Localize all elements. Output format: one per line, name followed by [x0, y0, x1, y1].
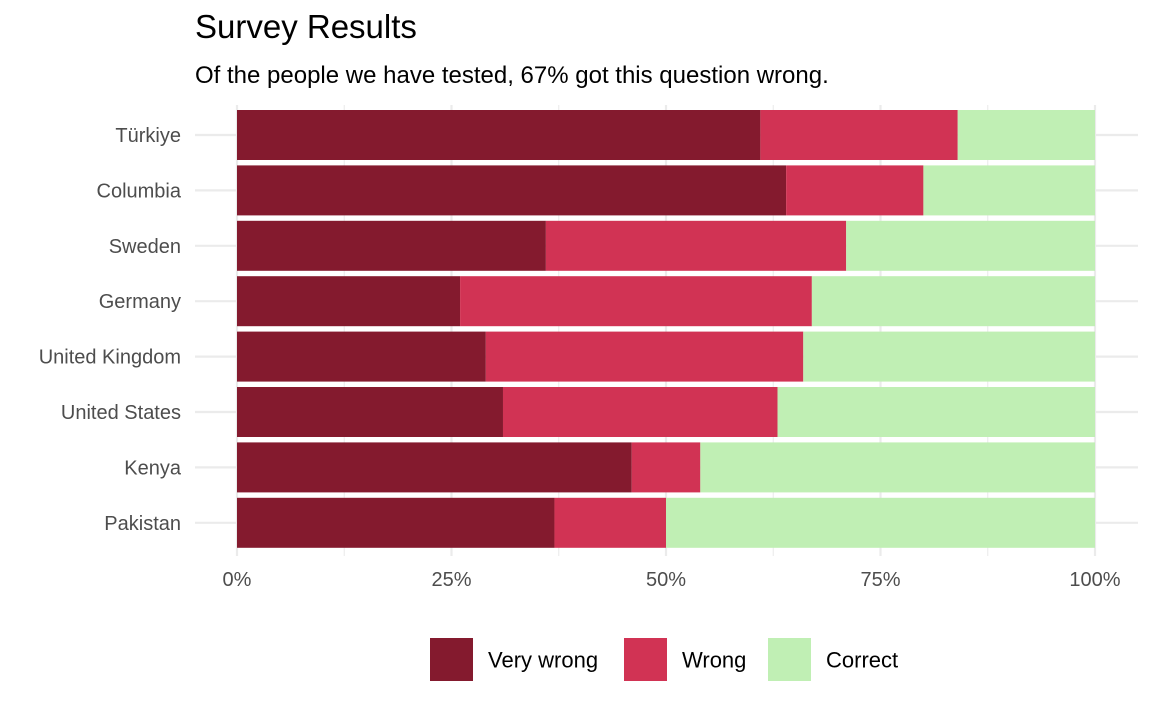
bar-correct [923, 165, 1095, 216]
bar-wrong [760, 110, 958, 160]
bar-wrong [786, 165, 924, 216]
bar-very-wrong [237, 497, 555, 548]
bar-correct [666, 497, 1095, 548]
legend-key-wrong [624, 638, 667, 681]
x-tick-label: 25% [431, 569, 471, 591]
bar-very-wrong [237, 331, 486, 382]
bar-correct [700, 442, 1095, 493]
bar-very-wrong [237, 387, 503, 437]
y-tick-label: Türkiye [115, 125, 181, 147]
x-tick-label: 100% [1069, 569, 1120, 591]
bar-wrong [554, 497, 666, 548]
bar-correct [846, 220, 1095, 271]
bar-wrong [460, 276, 812, 327]
bar-very-wrong [237, 442, 632, 493]
bar-correct [803, 331, 1095, 382]
legend-label-correct: Correct [826, 648, 898, 673]
bar-correct [777, 387, 1095, 437]
y-tick-label: Columbia [97, 180, 182, 202]
bar-correct [957, 110, 1095, 160]
bar-wrong [545, 220, 847, 271]
bar-wrong [631, 442, 701, 493]
x-tick-label: 75% [860, 569, 900, 591]
y-tick-label: Kenya [124, 457, 182, 479]
bar-very-wrong [237, 110, 761, 160]
bar-correct [811, 276, 1095, 327]
legend: Very wrong Wrong Correct [430, 638, 898, 681]
x-tick-label: 50% [646, 569, 686, 591]
y-tick-label: United Kingdom [39, 347, 181, 369]
bars-layer [237, 110, 1095, 548]
bar-very-wrong [237, 276, 461, 327]
y-tick-label: Germany [99, 291, 181, 313]
x-axis-labels: 0% 25% 50% 75% 100% [223, 569, 1121, 591]
bar-very-wrong [237, 220, 546, 271]
x-tick-label: 0% [223, 569, 252, 591]
bar-very-wrong [237, 165, 787, 216]
y-axis-labels: Türkiye Columbia Sweden Germany United Kingd… [39, 125, 182, 535]
y-tick-label: United States [61, 402, 181, 424]
bar-wrong [485, 331, 804, 382]
legend-label-wrong: Wrong [682, 648, 746, 673]
chart-title: Survey Results [195, 8, 417, 45]
y-tick-label: Pakistan [104, 513, 181, 535]
legend-label-very-wrong: Very wrong [488, 648, 598, 673]
bar-wrong [502, 387, 778, 437]
legend-key-correct [768, 638, 811, 681]
legend-key-very-wrong [430, 638, 473, 681]
y-tick-label: Sweden [109, 236, 181, 258]
chart-subtitle: Of the people we have tested, 67% got th… [195, 62, 829, 89]
